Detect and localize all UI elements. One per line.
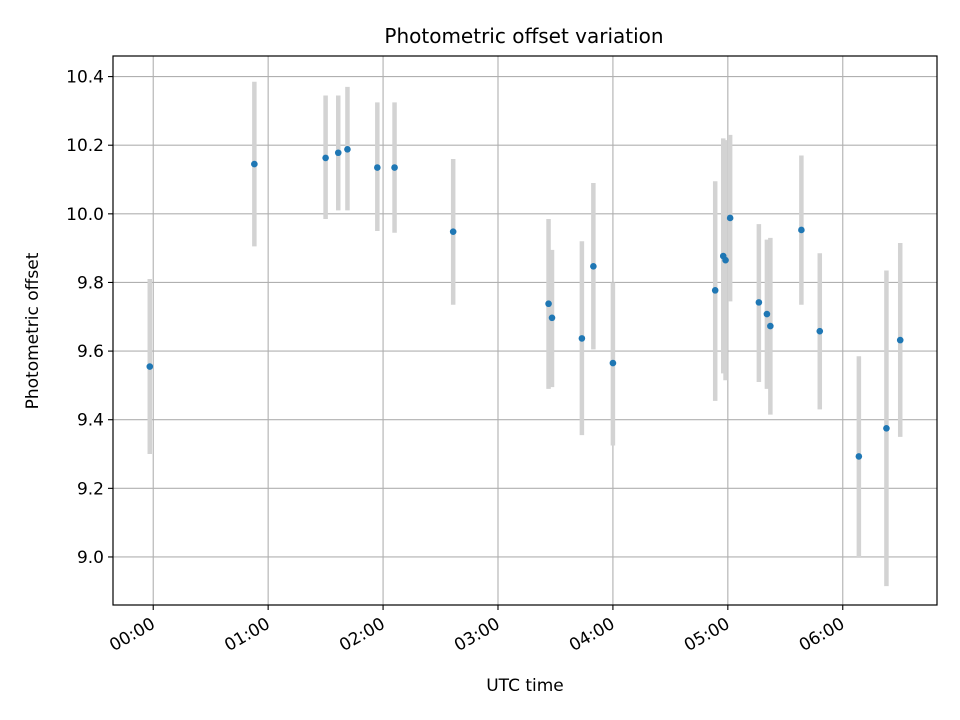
y-tick-label: 9.4: [77, 411, 104, 431]
data-point: [883, 424, 890, 432]
data-point: [548, 314, 556, 322]
y-axis-title: Photometric offset: [23, 252, 43, 409]
y-tick-label: 10.2: [66, 136, 104, 156]
chart-title: Photometric offset variation: [384, 24, 663, 48]
y-tick-label: 9.8: [77, 273, 104, 293]
data-point: [711, 287, 719, 294]
data-point: [344, 146, 351, 153]
axes-frame: [112, 55, 938, 606]
data-point: [798, 226, 805, 234]
data-point: [855, 453, 863, 460]
data-point: [545, 300, 552, 308]
data-point: [146, 363, 154, 370]
data-point: [767, 322, 774, 330]
y-tick-label: 9.6: [77, 342, 104, 362]
grid: [113, 56, 937, 605]
data-point: [374, 164, 381, 171]
y-tick-label: 10.0: [66, 205, 104, 225]
plot-background: [113, 56, 937, 605]
data-point: [334, 149, 342, 157]
x-axis-title: UTC time: [486, 676, 564, 696]
plot-area: 00:00 01:00 02:00 03:00 04:00 05:00 06:00 9.09…: [66, 55, 938, 656]
data-point: [590, 263, 597, 270]
data-point: [251, 160, 258, 168]
data-point: [816, 327, 824, 335]
data-points: [146, 146, 904, 460]
data-point: [391, 164, 398, 171]
data-point: [322, 154, 329, 162]
y-tick-label: 10.4: [66, 68, 104, 88]
data-point: [896, 336, 904, 344]
data-point: [449, 228, 457, 235]
data-point: [578, 335, 586, 342]
data-point: [722, 256, 729, 264]
y-tick-label: 9.0: [77, 548, 104, 568]
data-point: [763, 310, 771, 318]
y-tick-label: 9.2: [77, 479, 104, 499]
data-point: [726, 214, 734, 222]
y-axis-ticks: 9.0 9.2 9.4 9.6 9.8 10.0 10.2 10.4: [66, 68, 113, 568]
data-point: [755, 299, 763, 306]
data-point: [609, 359, 617, 367]
